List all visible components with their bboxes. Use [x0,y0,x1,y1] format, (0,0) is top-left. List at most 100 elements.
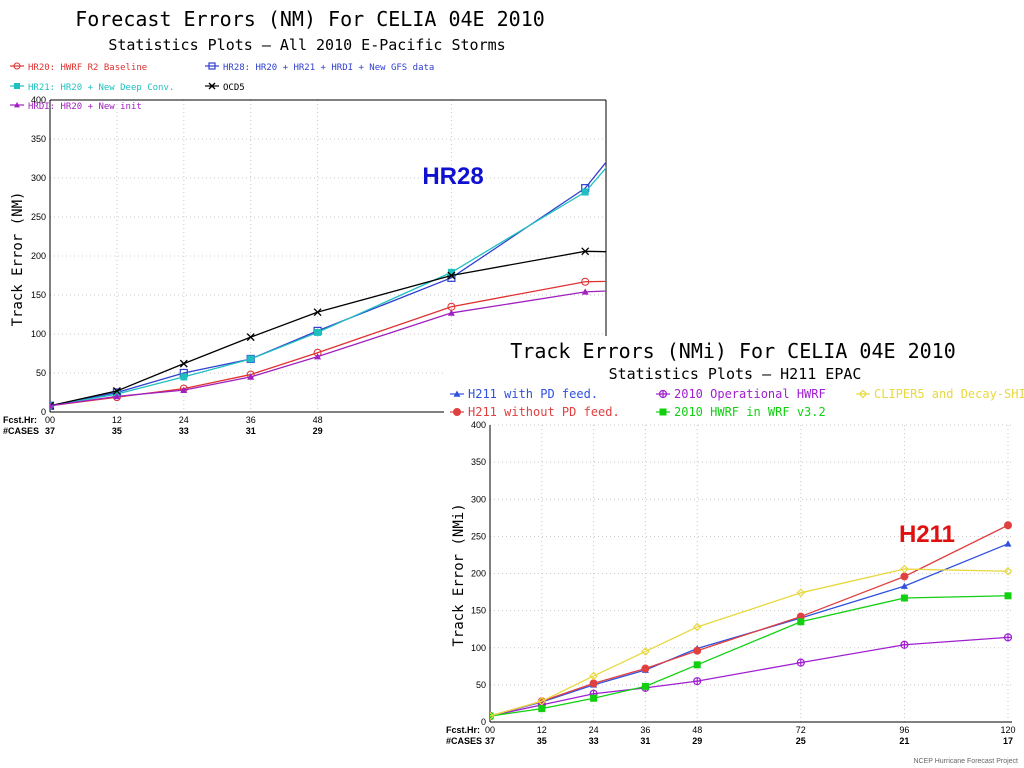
chart2-subtitle: Statistics Plots — H211 EPAC [609,365,862,383]
chart2-big-label: H211 [899,521,955,548]
chart1-x-tick-label: 48 [313,415,323,425]
chart2-point [641,682,649,690]
chart1-big-label: HR28 [422,163,483,190]
chart2-point [1004,540,1012,547]
chart2-point [693,677,702,686]
chart2-x-axis-label: Fcst.Hr: [446,725,480,735]
chart1-legend: HR20: HWRF R2 Baseline HR28: HR20 + HR21 … [10,62,434,112]
chart1-cases-label: #CASES [3,426,39,436]
chart2-x-tick-label: 36 [640,725,650,735]
chart1-point [447,268,455,276]
chart1-legend-marker [208,62,216,70]
chart2-x-tick-label: 12 [537,725,547,735]
chart1-series-line-3 [50,250,606,407]
chart1-x-tick-label: 24 [179,415,189,425]
chart2-point [900,572,909,581]
chart1-point [180,386,188,393]
chart2-legend-label: CLIPER5 and Decay-SHIFOR5 [874,387,1024,401]
chart2-y-tick-label: 0 [481,717,486,727]
chart1-point [314,353,322,360]
chart2-point [797,618,805,626]
chart2-x-tick-label: 00 [485,725,495,735]
chart2-y-tick-label: 400 [471,420,486,430]
chart1-x-tick-label: 12 [112,415,122,425]
chart1-y-tick-label: 250 [31,212,46,222]
chart2-point [1004,592,1012,600]
chart2-cases-value: 21 [899,736,909,746]
chart2-legend-marker [453,408,461,416]
chart1-y-tick-label: 350 [31,134,46,144]
chart2-y-axis-label: Track Error (NMi) [451,503,467,646]
chart1-point [247,373,255,380]
chart1-point [581,277,590,286]
chart2-point [900,582,908,589]
chart1-y-tick-label: 200 [31,251,46,261]
chart2-cases-value: 31 [640,736,650,746]
chart2-point [1004,521,1012,530]
chart1-point [246,333,255,342]
chart1-legend-label: OCD5 [223,83,245,93]
chart2-plot: 0 50 100 150 200 250 300 350 400 Fcst.Hr:#CASES00… [446,420,1016,746]
chart2-point [900,564,909,574]
chart1-x-axis-label: Fcst.Hr: [3,415,37,425]
chart1-legend-label: HR28: HR20 + HR21 + HRDI + New GFS data [223,63,434,73]
footer-credit: NCEP Hurricane Forecast Project [913,758,1018,765]
chart2-point [590,694,598,702]
chart2-legend: H211 with PD feed. H211 without PD feed. 2… [450,387,1024,419]
chart2-y-tick-label: 200 [471,569,486,579]
chart1-cases-value: 37 [45,426,55,436]
chart2-title: Track Errors (NMi) For CELIA 04E 2010 [510,339,956,363]
chart2-y-tick-label: 100 [471,643,486,653]
chart1-y-tick-label: 400 [31,95,46,105]
chart1-legend-marker [14,102,20,108]
chart2-y-tick-label: 350 [471,457,486,467]
chart2-series [490,521,1012,721]
chart1-legend-marker [208,82,216,90]
chart1-point [581,288,589,295]
chart2-legend-marker [659,408,667,416]
chart2-point [537,696,547,706]
chart2-cases-value: 17 [1003,736,1013,746]
chart2-x-tick-label: 72 [796,725,806,735]
chart1-cases-value: 31 [246,426,256,436]
chart1-series-line-4 [50,290,606,407]
chart1-point [581,247,590,256]
chart2-point [589,671,598,681]
chart2-point [641,647,650,656]
chart2-point [641,664,650,673]
chart1-legend-label: HR21: HR20 + New Deep Conv. [28,83,174,93]
chart2-legend-marker [658,389,668,399]
chart2-point [538,705,546,713]
chart2-cases-value: 25 [796,736,806,746]
chart1-y-tick-label: 150 [31,290,46,300]
chart1-cases-value: 29 [313,426,323,436]
chart2-series-line-1 [490,524,1009,717]
chart2-y-tick-label: 150 [471,606,486,616]
chart1-y-tick-label: 300 [31,173,46,183]
chart1-cases-value: 35 [112,426,122,436]
chart2-cases-value: 35 [537,736,547,746]
chart1-legend-marker [14,83,20,89]
chart2-cases-value: 29 [692,736,702,746]
chart1-point [581,188,589,196]
chart1-y-tick-label: 50 [36,368,46,378]
chart1-plot: 0 50 100 150 200 250 300 350 400 Fcst.Hr:#CASES 00… [3,95,607,436]
chart1-series-line-2 [50,167,606,407]
chart2-legend-label: 2010 Operational HWRF [674,387,826,401]
chart1-point [313,308,322,317]
chart2-point [589,679,598,688]
chart2-cases-value: 37 [485,736,495,746]
chart2-y-tick-label: 300 [471,494,486,504]
chart2-point [796,588,806,598]
chart1-y-axis-label: Track Error (NM) [10,192,26,327]
chart2-legend-marker [858,389,868,399]
chart2-point [1003,566,1012,576]
chart1-legend-label: HR20: HWRF R2 Baseline [28,63,147,73]
chart1-legend-marker [13,62,21,70]
chart1-title: Forecast Errors (NM) For CELIA 04E 2010 [75,7,545,31]
chart1-series-line-1 [50,161,606,407]
chart2-legend-marker [453,390,461,397]
chart2-series-line-2 [490,636,1009,717]
chart2-x-tick-label: 24 [589,725,599,735]
